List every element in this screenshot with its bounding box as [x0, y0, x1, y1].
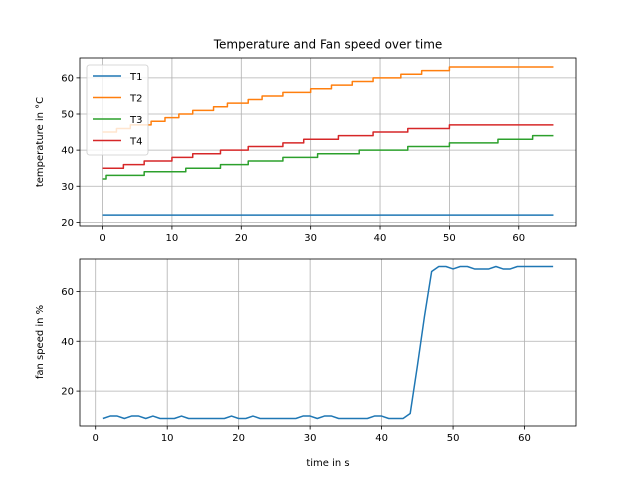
fan-speed-chart: 0 10 20 30 40 50 60 20 40 60 fan speed in % time …	[35, 258, 577, 469]
legend-label-t4: T4	[129, 137, 142, 148]
x-tick-label: 20	[232, 433, 245, 444]
x-tick-label: 60	[512, 233, 525, 244]
y-tick-label: 60	[61, 287, 74, 298]
y-axis-label: temperature in °C	[35, 97, 46, 187]
legend-label-t2: T2	[129, 94, 142, 105]
y-tick-label: 20	[61, 387, 74, 398]
axis-ticks: 0 10 20 30 40 50 60 20 40 60	[61, 287, 531, 444]
legend-label-t1: T1	[129, 72, 142, 83]
y-tick-label: 50	[61, 110, 74, 121]
legend: T1 T2 T3 T4	[86, 64, 149, 156]
legend-label-t3: T3	[129, 115, 142, 126]
x-tick-label: 0	[99, 233, 105, 244]
x-tick-label: 60	[518, 433, 531, 444]
y-tick-label: 60	[61, 73, 74, 84]
x-axis-label: time in s	[306, 458, 349, 469]
series-line-t2	[102, 66, 554, 133]
plot-frame	[79, 57, 577, 227]
temperature-chart: Temperature and Fan speed over time 0 10 2…	[35, 38, 577, 244]
y-axis-label: fan speed in %	[35, 305, 46, 379]
axis-ticks: 0 10 20 30 40 50 60 20 30 40 50 60	[61, 73, 525, 244]
plot-frame	[79, 258, 577, 427]
series-line	[102, 265, 554, 420]
x-tick-label: 50	[447, 433, 460, 444]
x-tick-label: 20	[235, 233, 248, 244]
legend-box	[86, 64, 149, 156]
series-lines	[102, 265, 554, 420]
series-lines	[102, 66, 554, 216]
x-tick-label: 40	[375, 433, 388, 444]
x-tick-label: 50	[443, 233, 456, 244]
x-tick-label: 40	[374, 233, 387, 244]
series-line-t4	[102, 124, 554, 169]
y-tick-label: 20	[61, 218, 74, 229]
y-tick-label: 30	[61, 182, 74, 193]
x-tick-label: 30	[304, 433, 317, 444]
y-tick-label: 40	[61, 146, 74, 157]
grid	[80, 259, 576, 426]
y-tick-label: 40	[61, 337, 74, 348]
chart-title: Temperature and Fan speed over time	[213, 38, 443, 52]
series-line-t3	[102, 134, 554, 180]
x-tick-label: 30	[304, 233, 317, 244]
x-tick-label: 0	[93, 433, 99, 444]
x-tick-label: 10	[161, 433, 174, 444]
x-tick-label: 10	[166, 233, 179, 244]
